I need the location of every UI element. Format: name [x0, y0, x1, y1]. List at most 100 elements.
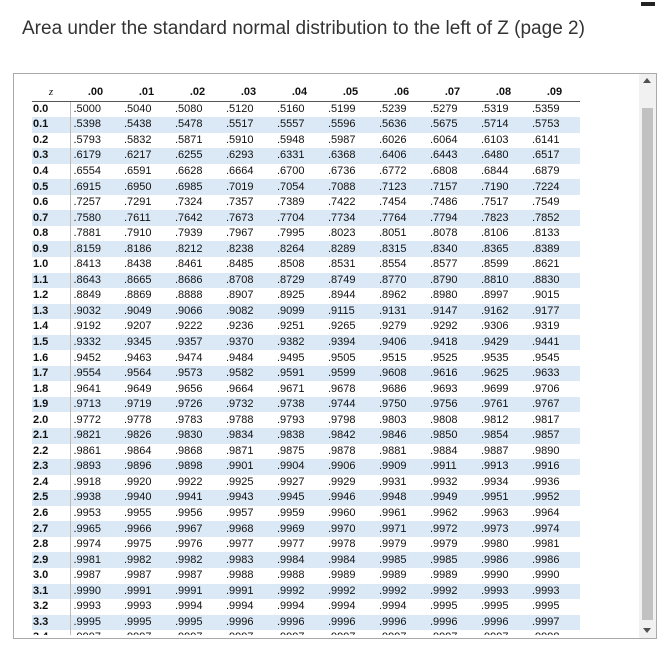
table-cell: .8238: [223, 241, 274, 258]
table-cell: .5120: [226, 102, 254, 115]
table-cell: .9957: [226, 507, 254, 520]
table-cell: .5596: [325, 117, 376, 133]
table-cell: .9997: [172, 630, 223, 635]
table-cell: .8729: [274, 272, 325, 289]
table-cell: .9744: [325, 396, 376, 413]
table-cell: .8643: [70, 272, 121, 289]
table-cell: .5478: [172, 117, 223, 133]
table-cell: .9952: [529, 490, 580, 506]
table-cell: .9975: [124, 538, 152, 551]
table-cell: .7967: [226, 227, 254, 240]
table-cell: .5239: [379, 102, 407, 115]
header-row: z .00.01.02.03.04.05.06.07.08.09: [32, 85, 580, 102]
table-cell: .8365: [478, 241, 529, 258]
table-cell: .9985: [376, 552, 427, 568]
table-cell: .8315: [376, 241, 427, 258]
vertical-scrollbar[interactable]: [639, 74, 656, 638]
table-cell: .9850: [427, 428, 478, 444]
table-cell: .7794: [427, 210, 478, 226]
table-cell: .9808: [430, 413, 458, 426]
table-cell: .5948: [277, 133, 305, 146]
table-cell: .8997: [481, 289, 509, 302]
table-cell: .9946: [325, 490, 376, 506]
table-cell: .5438: [121, 117, 172, 133]
table-cell: .9292: [430, 320, 458, 333]
table-cell: .7224: [529, 179, 580, 195]
column-header: .00: [70, 85, 121, 102]
table-cell: .9979: [379, 538, 407, 551]
table-cell: .9803: [379, 413, 407, 426]
table-cell: .8790: [427, 272, 478, 289]
table-cell: .8686: [172, 272, 223, 289]
table-cell: .9973: [478, 521, 529, 537]
table-cell: .7881: [73, 227, 102, 240]
table-row: 1.5.9332.9345.9357.9370.9382.9394.9406.9…: [32, 334, 580, 351]
row-z-label: 2.6: [32, 505, 71, 522]
table-body: 0.0.5000.5040.5080.5120.5160.5199.5239.5…: [32, 101, 580, 635]
table-cell: .9980: [481, 538, 509, 551]
table-cell: .8133: [532, 227, 560, 240]
row-z-label: 0.8: [32, 225, 71, 242]
table-cell: .5040: [124, 102, 152, 115]
table-cell: .6772: [379, 165, 407, 177]
table-cell: .9505: [328, 351, 356, 364]
row-z-label: 1.7: [32, 365, 71, 382]
scroll-thumb[interactable]: [642, 108, 653, 620]
table-cell: .9949: [427, 490, 478, 506]
minimize-icon[interactable]: [641, 2, 655, 6]
row-z-label: 0.3: [32, 148, 71, 164]
column-header: .02: [172, 85, 223, 102]
table-cell: .9798: [328, 413, 356, 426]
table-cell: .9625: [478, 365, 529, 382]
table-cell: .6950: [121, 179, 172, 195]
row-z-label: 0.6: [32, 194, 71, 211]
table-cell: .9875: [277, 444, 305, 457]
table-cell: .9960: [328, 507, 356, 520]
table-cell: .8159: [70, 241, 121, 258]
table-cell: .6808: [430, 165, 458, 177]
table-cell: .9082: [223, 303, 274, 320]
table-cell: .9418: [427, 334, 478, 351]
table-cell: .9686: [379, 382, 407, 395]
table-cell: .9898: [172, 459, 223, 475]
table-cell: .5199: [328, 102, 356, 115]
table-cell: .9995: [430, 600, 458, 613]
table-cell: .9793: [277, 413, 305, 426]
table-cell: .5793: [73, 133, 102, 146]
table-viewport: z .00.01.02.03.04.05.06.07.08.09 0.0.500…: [32, 85, 635, 635]
table-cell: .9989: [328, 569, 356, 582]
table-row: 0.0.5000 .5040 .5080 .5120 .5160 .5199 .5239 .5…: [32, 101, 580, 118]
table-row: 0.7.7580.7611.7642.7673.7704.7734.7764.7…: [32, 210, 580, 226]
table-cell: .9995: [172, 614, 223, 631]
table-cell: .9992: [427, 583, 478, 600]
table-cell: .9573: [172, 365, 223, 382]
table-cell: .7357: [226, 196, 254, 209]
table-cell: .9901: [223, 459, 274, 475]
table-cell: .8708: [223, 272, 274, 289]
table-cell: .7995: [277, 227, 305, 240]
table-cell: .9357: [172, 334, 223, 351]
table-cell: .9713: [70, 396, 121, 413]
table-cell: .9778: [124, 413, 152, 426]
row-z-label: 3.1: [32, 583, 71, 600]
table-cell: .7486: [430, 196, 458, 209]
table-cell: .9671: [277, 382, 305, 395]
table-cell: .9998: [529, 630, 580, 635]
table-cell: .9738: [274, 396, 325, 413]
table-cell: .9974: [73, 538, 102, 551]
table-cell: .9904: [274, 459, 325, 475]
table-cell: .9978: [328, 538, 356, 551]
table-cell: .9966: [121, 521, 172, 537]
scroll-down-arrow-icon[interactable]: [643, 628, 651, 633]
table-row: 1.8.9641 .9649 .9656 .9664 .9671 .9678 .9686 .9…: [32, 381, 580, 397]
scroll-up-arrow-icon[interactable]: [643, 78, 651, 83]
table-cell: .9997: [121, 630, 172, 635]
table-cell: .9948: [376, 490, 427, 506]
z-table: z .00.01.02.03.04.05.06.07.08.09 0.0.500…: [32, 85, 580, 635]
table-cell: .7580: [70, 210, 121, 226]
column-header: .04: [274, 85, 325, 102]
table-cell: .9945: [274, 490, 325, 506]
table-cell: .9370: [223, 334, 274, 351]
table-cell: .5517: [223, 117, 274, 133]
table-cell: .9817: [532, 413, 560, 426]
